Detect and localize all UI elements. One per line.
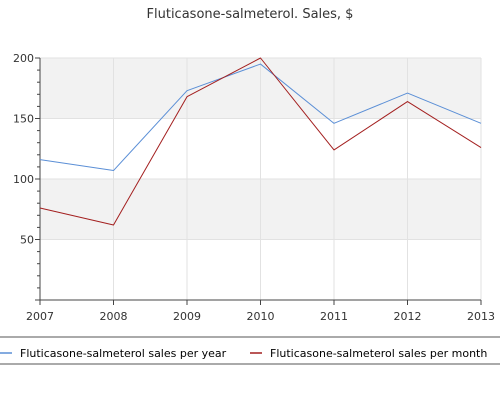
y-tick-label-200: 200 bbox=[13, 52, 34, 65]
legend-label-sales-per-month: Fluticasone-salmeterol sales per month bbox=[270, 347, 487, 360]
x-tick-label-2011: 2011 bbox=[320, 310, 348, 323]
series-0-point-2011 bbox=[333, 122, 335, 124]
chart-title: Fluticasone-salmeterol. Sales, $ bbox=[147, 7, 354, 22]
y-tick-label-50: 50 bbox=[20, 234, 34, 247]
series-0-point-2013 bbox=[480, 122, 482, 124]
series-1-point-2013 bbox=[480, 147, 482, 149]
x-tick-label-2009: 2009 bbox=[173, 310, 201, 323]
series-0-point-2008 bbox=[113, 170, 115, 172]
series-0-point-2009 bbox=[186, 90, 188, 92]
x-tick-label-2012: 2012 bbox=[394, 310, 422, 323]
legend-label-sales-per-year: Fluticasone-salmeterol sales per year bbox=[20, 347, 227, 360]
y-tick-label-100: 100 bbox=[13, 173, 34, 186]
y-axis-ticks: 50 100 150 200 bbox=[13, 52, 40, 301]
x-axis-ticks: 2007 2008 2009 2010 2011 2012 2013 bbox=[26, 300, 495, 323]
series-1-point-2012 bbox=[407, 101, 409, 103]
legend: Fluticasone-salmeterol sales per year Fl… bbox=[0, 336, 500, 365]
x-tick-label-2010: 2010 bbox=[247, 310, 275, 323]
series-1-point-2010 bbox=[260, 57, 262, 59]
x-tick-label-2007: 2007 bbox=[26, 310, 54, 323]
x-tick-label-2008: 2008 bbox=[100, 310, 128, 323]
series-1-point-2007 bbox=[39, 207, 41, 209]
y-tick-label-150: 150 bbox=[13, 113, 34, 126]
series-0-point-2012 bbox=[407, 92, 409, 94]
series-lines bbox=[39, 57, 482, 226]
x-tick-label-2013: 2013 bbox=[467, 310, 495, 323]
series-0-point-2010 bbox=[260, 63, 262, 65]
series-line-0 bbox=[39, 63, 482, 172]
series-1-point-2008 bbox=[113, 224, 115, 226]
series-1-point-2011 bbox=[333, 149, 335, 151]
series-0-point-2007 bbox=[39, 159, 41, 161]
series-1-point-2009 bbox=[186, 96, 188, 98]
series-line-1 bbox=[39, 57, 482, 226]
